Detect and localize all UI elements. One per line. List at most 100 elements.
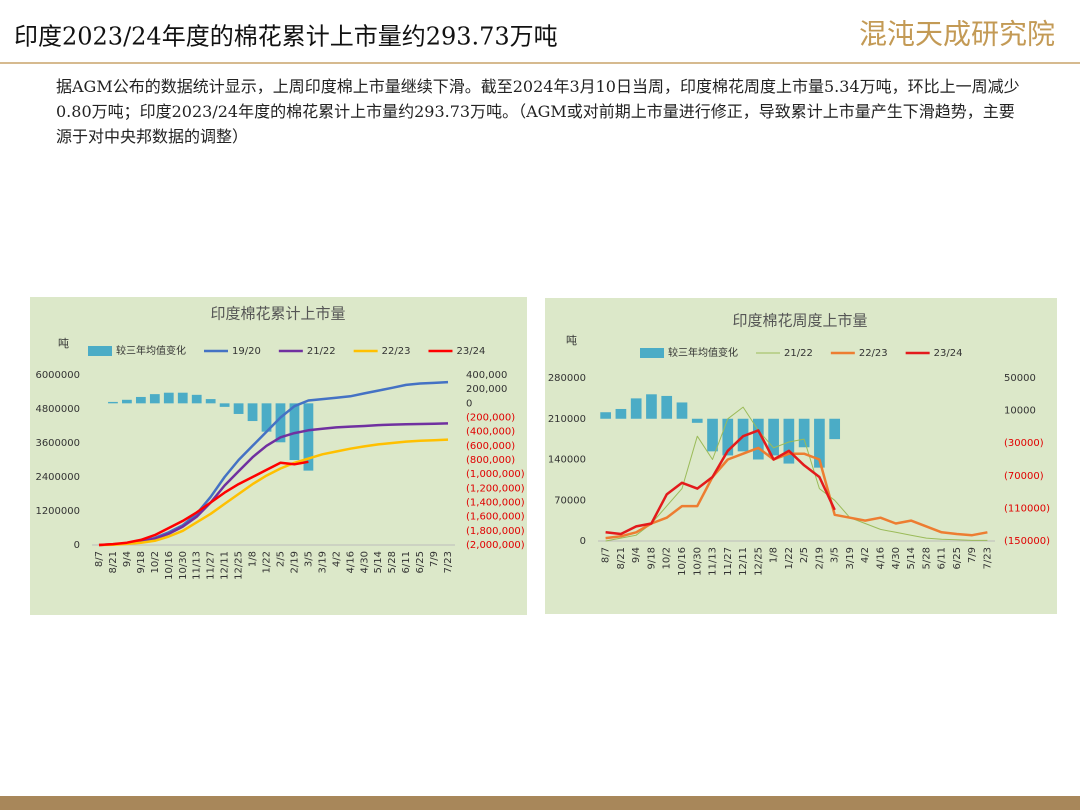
y2-tick-label: 50000: [1004, 373, 1036, 384]
x-tick-label: 1/8: [769, 547, 780, 563]
bar: [122, 399, 132, 404]
x-tick-label: 8/7: [94, 551, 105, 567]
bar: [707, 418, 718, 452]
x-tick-label: 1/22: [784, 547, 795, 569]
y2-tick-label: (70000): [1004, 471, 1044, 482]
x-tick-label: 1/8: [248, 551, 259, 567]
bar: [630, 398, 642, 419]
bar: [722, 418, 734, 456]
x-tick-label: 11/13: [708, 547, 719, 576]
y2-tick-label: (200,000): [466, 413, 515, 424]
bar: [163, 392, 174, 404]
y2-tick-label: (1,800,000): [466, 526, 525, 537]
bar: [149, 394, 160, 404]
y-tick-label: 140000: [548, 455, 586, 466]
line: [605, 429, 836, 536]
legend-label: 较三年均值变化: [116, 344, 186, 357]
legend-label: 19/20: [232, 346, 261, 357]
x-tick-label: 9/18: [136, 551, 147, 573]
y-tick-label: 1200000: [35, 506, 80, 517]
bar: [177, 392, 188, 404]
y2-tick-label: (150000): [1004, 536, 1050, 547]
x-tick-label: 4/2: [860, 547, 871, 563]
legend-label: 22/23: [382, 346, 411, 357]
chart-panel: [545, 298, 1057, 614]
legend-label: 23/24: [456, 346, 485, 357]
bar: [646, 394, 657, 419]
logo: 混沌天成研究院: [859, 18, 1055, 51]
bar: [615, 408, 627, 419]
bar: [676, 402, 688, 419]
x-tick-label: 3/5: [830, 547, 841, 563]
bar: [303, 403, 314, 471]
paragraph: 据AGM公布的数据统计显示，上周印度棉上市量继续下滑。截至2024年3月10日当…: [56, 77, 1020, 146]
y2-tick-label: 0: [466, 398, 472, 409]
x-tick-label: 6/11: [401, 551, 412, 573]
x-tick-label: 4/16: [345, 551, 356, 573]
bar: [275, 403, 286, 443]
bar: [768, 418, 779, 456]
y2-tick-label: (400,000): [466, 427, 515, 438]
x-tick-label: 12/25: [234, 551, 245, 580]
footer-band: [0, 796, 1080, 810]
bar: [233, 403, 244, 414]
x-tick-label: 2/19: [814, 547, 825, 569]
x-tick-label: 1/22: [262, 551, 273, 573]
x-tick-label: 12/25: [753, 547, 764, 576]
chart-title: 印度棉花周度上市量: [732, 312, 867, 330]
y2-tick-label: (800,000): [466, 455, 515, 466]
bar: [829, 418, 841, 440]
x-tick-label: 2/5: [799, 547, 810, 563]
line: [98, 438, 449, 547]
x-tick-label: 8/21: [616, 547, 627, 569]
x-tick-label: 3/19: [845, 547, 856, 569]
y2-tick-label: (1,200,000): [466, 483, 525, 494]
x-tick-label: 7/23: [982, 547, 993, 569]
x-tick-label: 4/30: [891, 547, 902, 569]
bar: [798, 418, 810, 448]
line: [605, 446, 988, 540]
x-tick-label: 9/4: [122, 551, 133, 567]
y2-tick-label: (1,000,000): [466, 469, 525, 480]
x-tick-label: 6/11: [937, 547, 948, 569]
y2-tick-label: (110000): [1004, 503, 1050, 514]
legend-label: 21/22: [307, 346, 336, 357]
x-tick-label: 12/11: [220, 551, 231, 580]
x-tick-label: 11/13: [192, 551, 203, 580]
bar: [691, 418, 703, 423]
chart-title: 印度棉花累计上市量: [210, 305, 345, 323]
x-tick-label: 6/25: [415, 551, 426, 573]
bar: [289, 403, 300, 460]
x-tick-label: 5/14: [906, 547, 917, 569]
legend-label: 22/23: [859, 348, 888, 359]
y-tick-label: 280000: [548, 373, 586, 384]
y-tick-label: 2400000: [35, 472, 80, 483]
y2-tick-label: (2,000,000): [466, 540, 525, 551]
bar: [600, 412, 611, 419]
legend-label: 21/22: [784, 348, 813, 359]
line: [605, 406, 988, 542]
x-tick-label: 5/28: [921, 547, 932, 569]
slide-title: 印度2023/24年度的棉花累计上市量约293.73万吨: [14, 23, 558, 51]
x-tick-label: 9/18: [646, 547, 657, 569]
x-tick-label: 4/2: [331, 551, 342, 567]
bar: [752, 418, 764, 460]
x-tick-label: 10/2: [150, 551, 161, 573]
y-axis-label: 吨: [566, 334, 577, 347]
y-tick-label: 4800000: [35, 404, 80, 415]
legend-label: 较三年均值变化: [668, 346, 738, 359]
x-tick-label: 3/5: [303, 551, 314, 567]
bar: [191, 394, 202, 404]
y-tick-label: 3600000: [35, 438, 80, 449]
legend-swatch: [88, 346, 112, 356]
x-tick-label: 7/9: [429, 551, 440, 567]
bar: [814, 418, 825, 468]
y-tick-label: 6000000: [35, 370, 80, 381]
x-tick-label: 4/16: [875, 547, 886, 569]
x-tick-label: 5/28: [387, 551, 398, 573]
x-tick-label: 5/14: [373, 551, 384, 573]
x-tick-label: 12/11: [738, 547, 749, 576]
bar: [108, 401, 118, 404]
